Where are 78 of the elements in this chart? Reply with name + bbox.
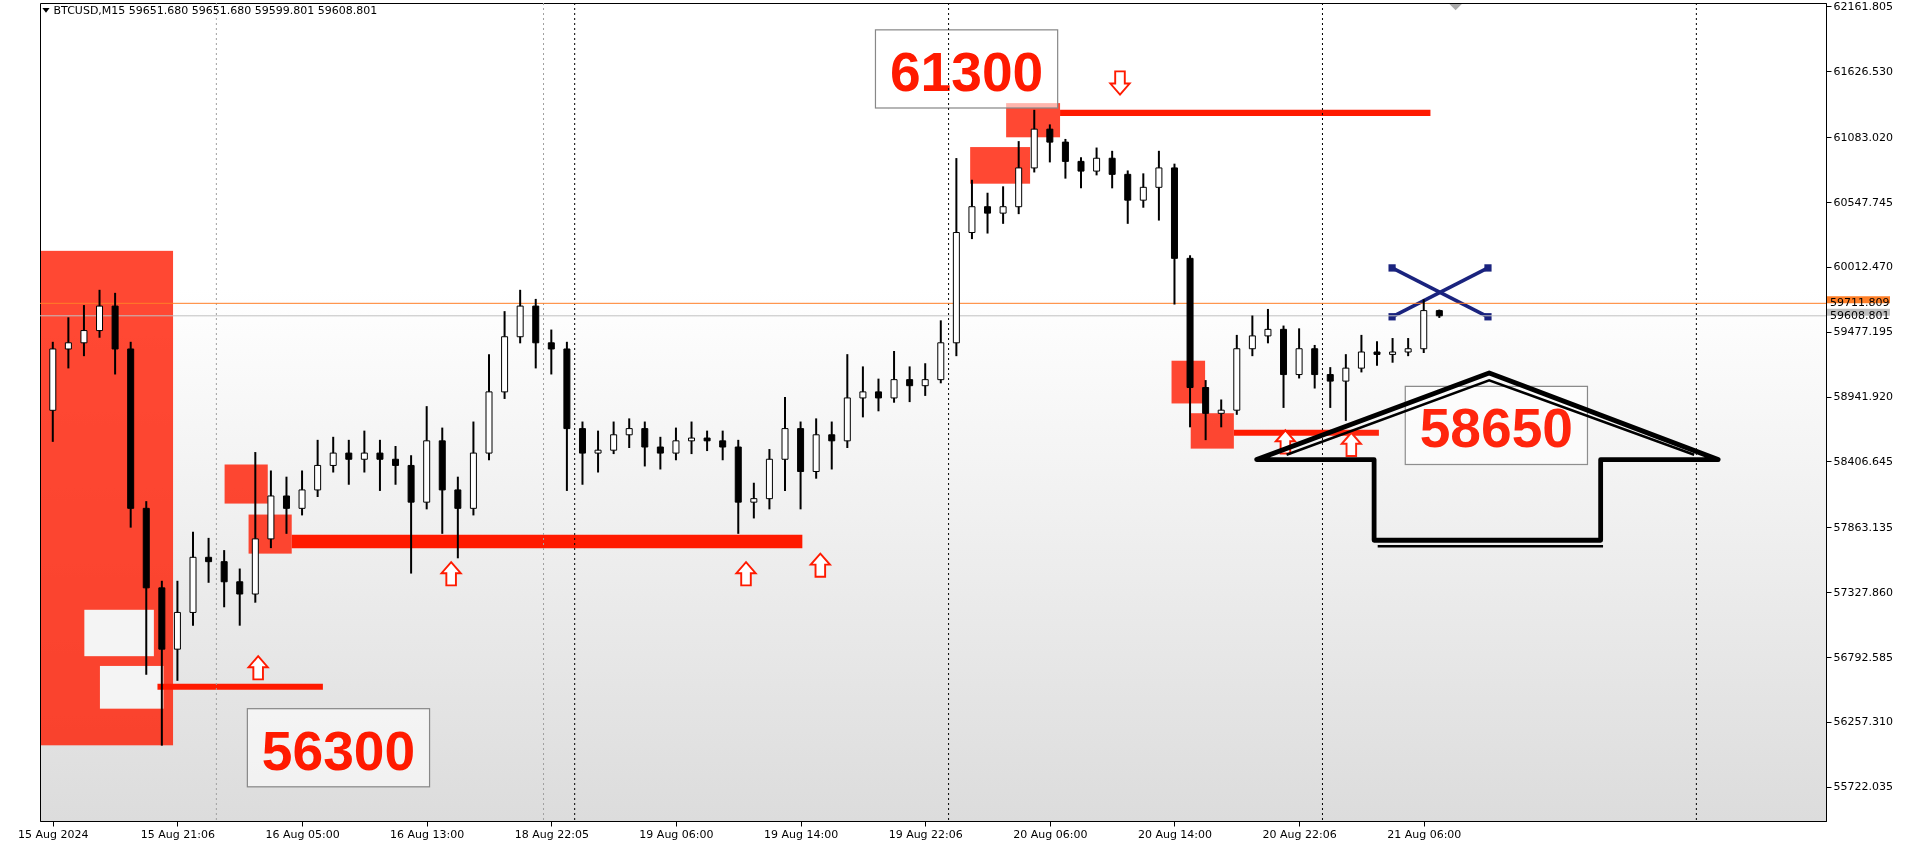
candlestick [360,430,368,473]
candlestick [1155,150,1163,221]
candlestick [345,439,353,485]
y-tick-label: 58941.920 [1833,390,1893,404]
y-tick-label: 55722.035 [1833,780,1893,794]
candlestick [688,421,696,455]
chart-title: BTCUSD,M15 59651.680 59651.680 59599.801 59608.801 [53,4,378,18]
candlestick [750,482,758,519]
x-tick-label: 19 Aug 22:06 [888,827,963,841]
candlestick [672,427,680,461]
y-tick-label: 62161.805 [1833,0,1893,13]
candlestick [921,363,929,396]
candlestick [594,430,602,473]
y-tick-label: 61083.020 [1833,130,1893,144]
candlestick [1046,124,1054,163]
candlestick [329,436,337,473]
candlestick [625,418,633,449]
y-tick-label: 61626.530 [1833,64,1893,78]
candlestick [454,476,462,559]
y-tick-label: 57863.135 [1833,520,1893,534]
y-tick-label: 58406.645 [1833,454,1893,468]
candlestick [1077,157,1085,189]
candlestick [1373,341,1381,366]
candlestick [828,421,836,470]
ref-line-label: 59711.809 [1830,296,1890,310]
y-tick-label: 56257.310 [1833,715,1893,729]
x-tick-label: 20 Aug 22:06 [1262,827,1337,841]
candlestick [859,366,867,418]
candlestick [1108,150,1116,189]
x-tick-label: 19 Aug 06:00 [639,827,714,841]
y-tick-label: 59477.195 [1833,325,1893,339]
y-tick-label: 60547.745 [1833,195,1893,209]
candlestick [984,192,992,234]
x-tick-label: 20 Aug 14:00 [1137,827,1213,841]
x-tick-label: 15 Aug 21:06 [140,827,216,841]
candlestick [1389,338,1397,363]
candlestick [656,436,664,470]
y-tick-label: 60012.470 [1833,260,1893,274]
ref-line-label: 59608.801 [1830,308,1890,322]
candlestick [703,430,711,452]
candlestick [906,366,914,403]
candlestick [1326,367,1334,408]
candlestick [1248,315,1256,357]
candlestick [1093,147,1101,176]
candlestick [1061,138,1069,179]
x-tick-label: 16 Aug 05:00 [265,827,340,841]
x-tick-label: 16 Aug 13:00 [390,827,465,841]
x-tick-label: 15 Aug 2024 [18,827,89,841]
x-tick-label: 18 Aug 22:05 [514,827,589,841]
candlestick [392,446,400,485]
candlestick [1357,334,1365,373]
annotation: 56300 [261,719,416,782]
candlestick [64,317,72,369]
candlestick [282,476,290,534]
candlestick [547,329,555,375]
candlestick [874,378,882,412]
candlestick [220,550,228,608]
candlestick [719,430,727,461]
y-tick-label: 56792.585 [1833,650,1893,664]
annotation: 61300 [889,40,1044,104]
x-tick-label: 20 Aug 06:00 [1013,827,1088,841]
candlestick [641,421,649,467]
candlestick [890,351,898,403]
x-tick-label: 21 Aug 06:00 [1387,827,1462,841]
annotation: 58650 [1419,396,1574,460]
candlestick [205,537,213,583]
candlestick [376,439,384,491]
candlestick [1264,308,1272,344]
candlestick [999,186,1007,224]
candlestick [1139,173,1147,208]
candlestick [80,305,88,357]
candlestick [298,470,306,516]
candlestick [1342,354,1350,421]
y-tick-label: 57327.860 [1833,585,1893,599]
x-tick-label: 19 Aug 14:00 [763,827,839,841]
candlestick [610,421,618,455]
candlestick [1217,399,1225,428]
candlestick [236,568,244,626]
